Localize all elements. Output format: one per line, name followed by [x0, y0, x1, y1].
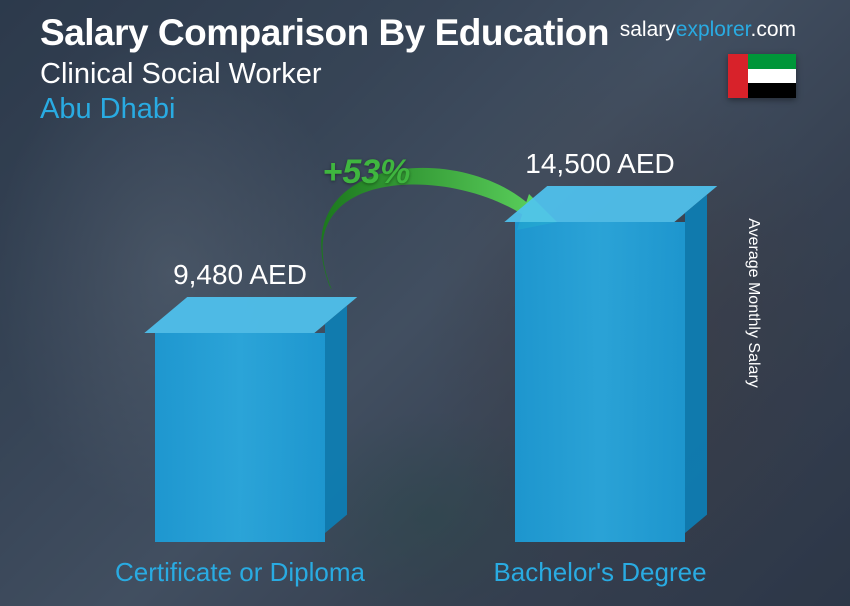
bar-front: [515, 222, 685, 542]
bar-chart: +53% 9,480 AED Certificate or Diploma 14,5…: [90, 146, 770, 586]
bar: [155, 333, 325, 542]
flag-hoist: [728, 54, 748, 98]
flag-stripe-green: [748, 54, 796, 69]
bar-side: [685, 195, 707, 533]
bar: [515, 222, 685, 542]
job-subtitle: Clinical Social Worker: [40, 58, 810, 91]
bar-side: [325, 306, 347, 533]
brand-part1: salary: [620, 18, 676, 41]
bar-value-label: 9,480 AED: [90, 259, 390, 291]
brand-part3: .com: [750, 18, 796, 41]
bar-category-label: Bachelor's Degree: [450, 557, 750, 588]
uae-flag-icon: [728, 54, 796, 98]
brand-part2: explorer: [676, 18, 751, 41]
bar-category-label: Certificate or Diploma: [90, 557, 390, 588]
flag-stripe-black: [748, 83, 796, 98]
bar-front: [155, 333, 325, 542]
location-label: Abu Dhabi: [40, 93, 810, 126]
percent-increase-label: +53%: [323, 153, 411, 192]
flag-stripe-white: [748, 69, 796, 83]
brand-logo-text: salaryexplorer.com: [620, 18, 796, 42]
bar-value-label: 14,500 AED: [450, 148, 750, 180]
